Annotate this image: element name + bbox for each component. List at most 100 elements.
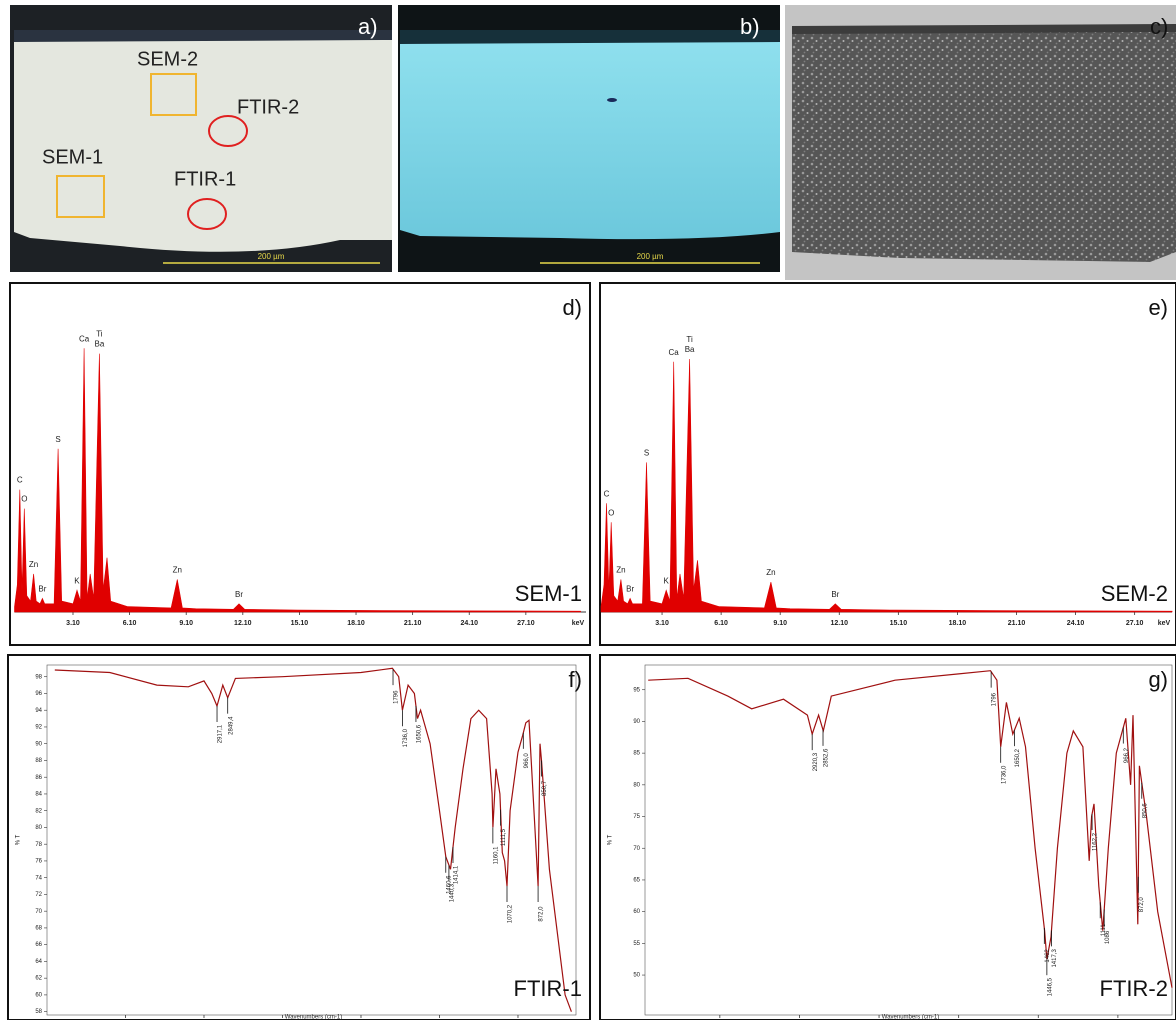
spectrum: [14, 348, 581, 613]
peak-label: Zn: [766, 568, 775, 577]
y-axis-label: % T: [16, 834, 22, 845]
y-tick-label: 64: [35, 959, 42, 965]
peak-label: S: [644, 449, 649, 458]
peak-label: 850,7: [542, 780, 548, 796]
x-tick-label: 15.10: [291, 620, 309, 627]
y-tick-label: 50: [633, 973, 640, 979]
y-tick-label: 95: [633, 687, 640, 693]
x-tick-label: 18.10: [949, 620, 967, 627]
paint-layer: [400, 40, 780, 240]
peak-label: 1736,0: [403, 728, 409, 747]
y-tick-label: 75: [633, 814, 640, 820]
annotation: FTIR-2: [237, 96, 299, 118]
x-tick-label: 9.10: [179, 620, 193, 627]
x-tick-label: 18.10: [347, 620, 365, 627]
panel-label: a): [358, 14, 378, 39]
annotation: SEM-2: [1101, 581, 1168, 606]
peak-label: Zn: [29, 560, 38, 569]
y-tick-label: 58: [35, 1009, 42, 1015]
x-tick-label: 15.10: [890, 620, 908, 627]
peak-label: Zn: [173, 565, 182, 574]
photo-b: b) 200 µm: [398, 5, 780, 272]
y-tick-label: 70: [35, 909, 42, 915]
y-tick-label: 55: [633, 941, 640, 947]
y-tick-label: 85: [633, 751, 640, 757]
peak-label: 2920,3: [813, 752, 819, 771]
top-layer: [400, 30, 780, 44]
photo-c: c): [785, 5, 1176, 280]
peak-label: Ti: [96, 330, 103, 339]
y-tick-label: 68: [35, 925, 42, 931]
peak-label: O: [21, 495, 27, 504]
peak-label: 1796: [992, 692, 998, 706]
annotation: SEM-2: [137, 48, 198, 70]
paint-layer: [14, 38, 392, 252]
y-tick-label: 92: [35, 725, 42, 731]
peak-label: 966,2: [1124, 747, 1130, 763]
y-tick-label: 66: [35, 942, 42, 948]
peak-label: 1417,3: [1052, 949, 1058, 968]
peak-label: 1462: [1045, 949, 1051, 963]
panel-label: d): [562, 295, 582, 320]
peak-label: C: [17, 476, 23, 485]
x-tick-label: 21.10: [1008, 620, 1026, 627]
panel-label: f): [569, 667, 582, 692]
panel-frame: [9, 282, 591, 646]
peak-label: S: [55, 435, 60, 444]
y-tick-label: 78: [35, 842, 42, 848]
x-tick-label: 3.10: [655, 620, 669, 627]
peak-label: Br: [38, 585, 46, 594]
x-tick-label: 27.10: [517, 620, 535, 627]
peak-label: 872,0: [539, 906, 545, 922]
y-tick-label: 86: [35, 775, 42, 781]
y-axis-label: % T: [608, 834, 614, 845]
peak-label: 1796: [394, 690, 400, 704]
sem-area: [150, 73, 197, 116]
peak-label: 1446,5: [1047, 977, 1053, 996]
y-tick-label: 90: [35, 741, 42, 747]
panel-label: g): [1148, 667, 1168, 692]
y-tick-label: 76: [35, 859, 42, 865]
x-tick-label: 21.10: [404, 620, 422, 627]
y-tick-label: 82: [35, 808, 42, 814]
y-tick-label: 80: [633, 782, 640, 788]
y-tick-label: 62: [35, 976, 42, 982]
panel-frame: [7, 654, 591, 1020]
peak-label: 1070,2: [508, 904, 514, 923]
top-layer: [792, 24, 1176, 34]
x-axis-label: Wavenumbers (cm-1): [285, 1015, 342, 1020]
peak-label: 1162,2: [1093, 832, 1099, 851]
peak-label: 1111: [1101, 924, 1107, 937]
peak-label: O: [608, 508, 614, 517]
photo-a: SEM-2 FTIR-2 SEM-1 FTIR-1 a) 200 µm: [10, 5, 392, 272]
inclusion: [607, 98, 617, 102]
y-tick-label: 88: [35, 758, 42, 764]
annotation: SEM-1: [42, 146, 103, 168]
y-tick-label: 84: [35, 792, 42, 798]
panel-frame: [599, 282, 1176, 646]
peak-label: 966,0: [524, 753, 530, 769]
peak-label: 2917,1: [218, 724, 224, 743]
peak-label: 2849,4: [228, 716, 234, 735]
top-layer: [14, 30, 392, 42]
y-tick-label: 60: [633, 909, 640, 915]
peak-label: 850,6: [1142, 803, 1148, 819]
panel-label: c): [1150, 14, 1168, 39]
peak-label: 1440,3: [449, 883, 455, 902]
peak-label: 2852,6: [824, 748, 830, 767]
sem-area: [56, 175, 105, 218]
plot-area: [46, 664, 577, 1016]
peak-label: 1650,6: [417, 724, 423, 743]
annotation: FTIR-2: [1100, 976, 1168, 1001]
spectrum: [54, 667, 572, 1012]
peak-label: 1111,5: [501, 828, 507, 846]
y-tick-label: 65: [633, 878, 640, 884]
x-tick-label: 3.10: [66, 620, 80, 627]
peak-label: 1086: [1105, 930, 1111, 944]
ftir-area: [187, 198, 227, 230]
peak-label: K: [664, 576, 670, 585]
y-tick-label: 98: [35, 674, 42, 680]
peak-label: 1460,6: [446, 875, 452, 894]
